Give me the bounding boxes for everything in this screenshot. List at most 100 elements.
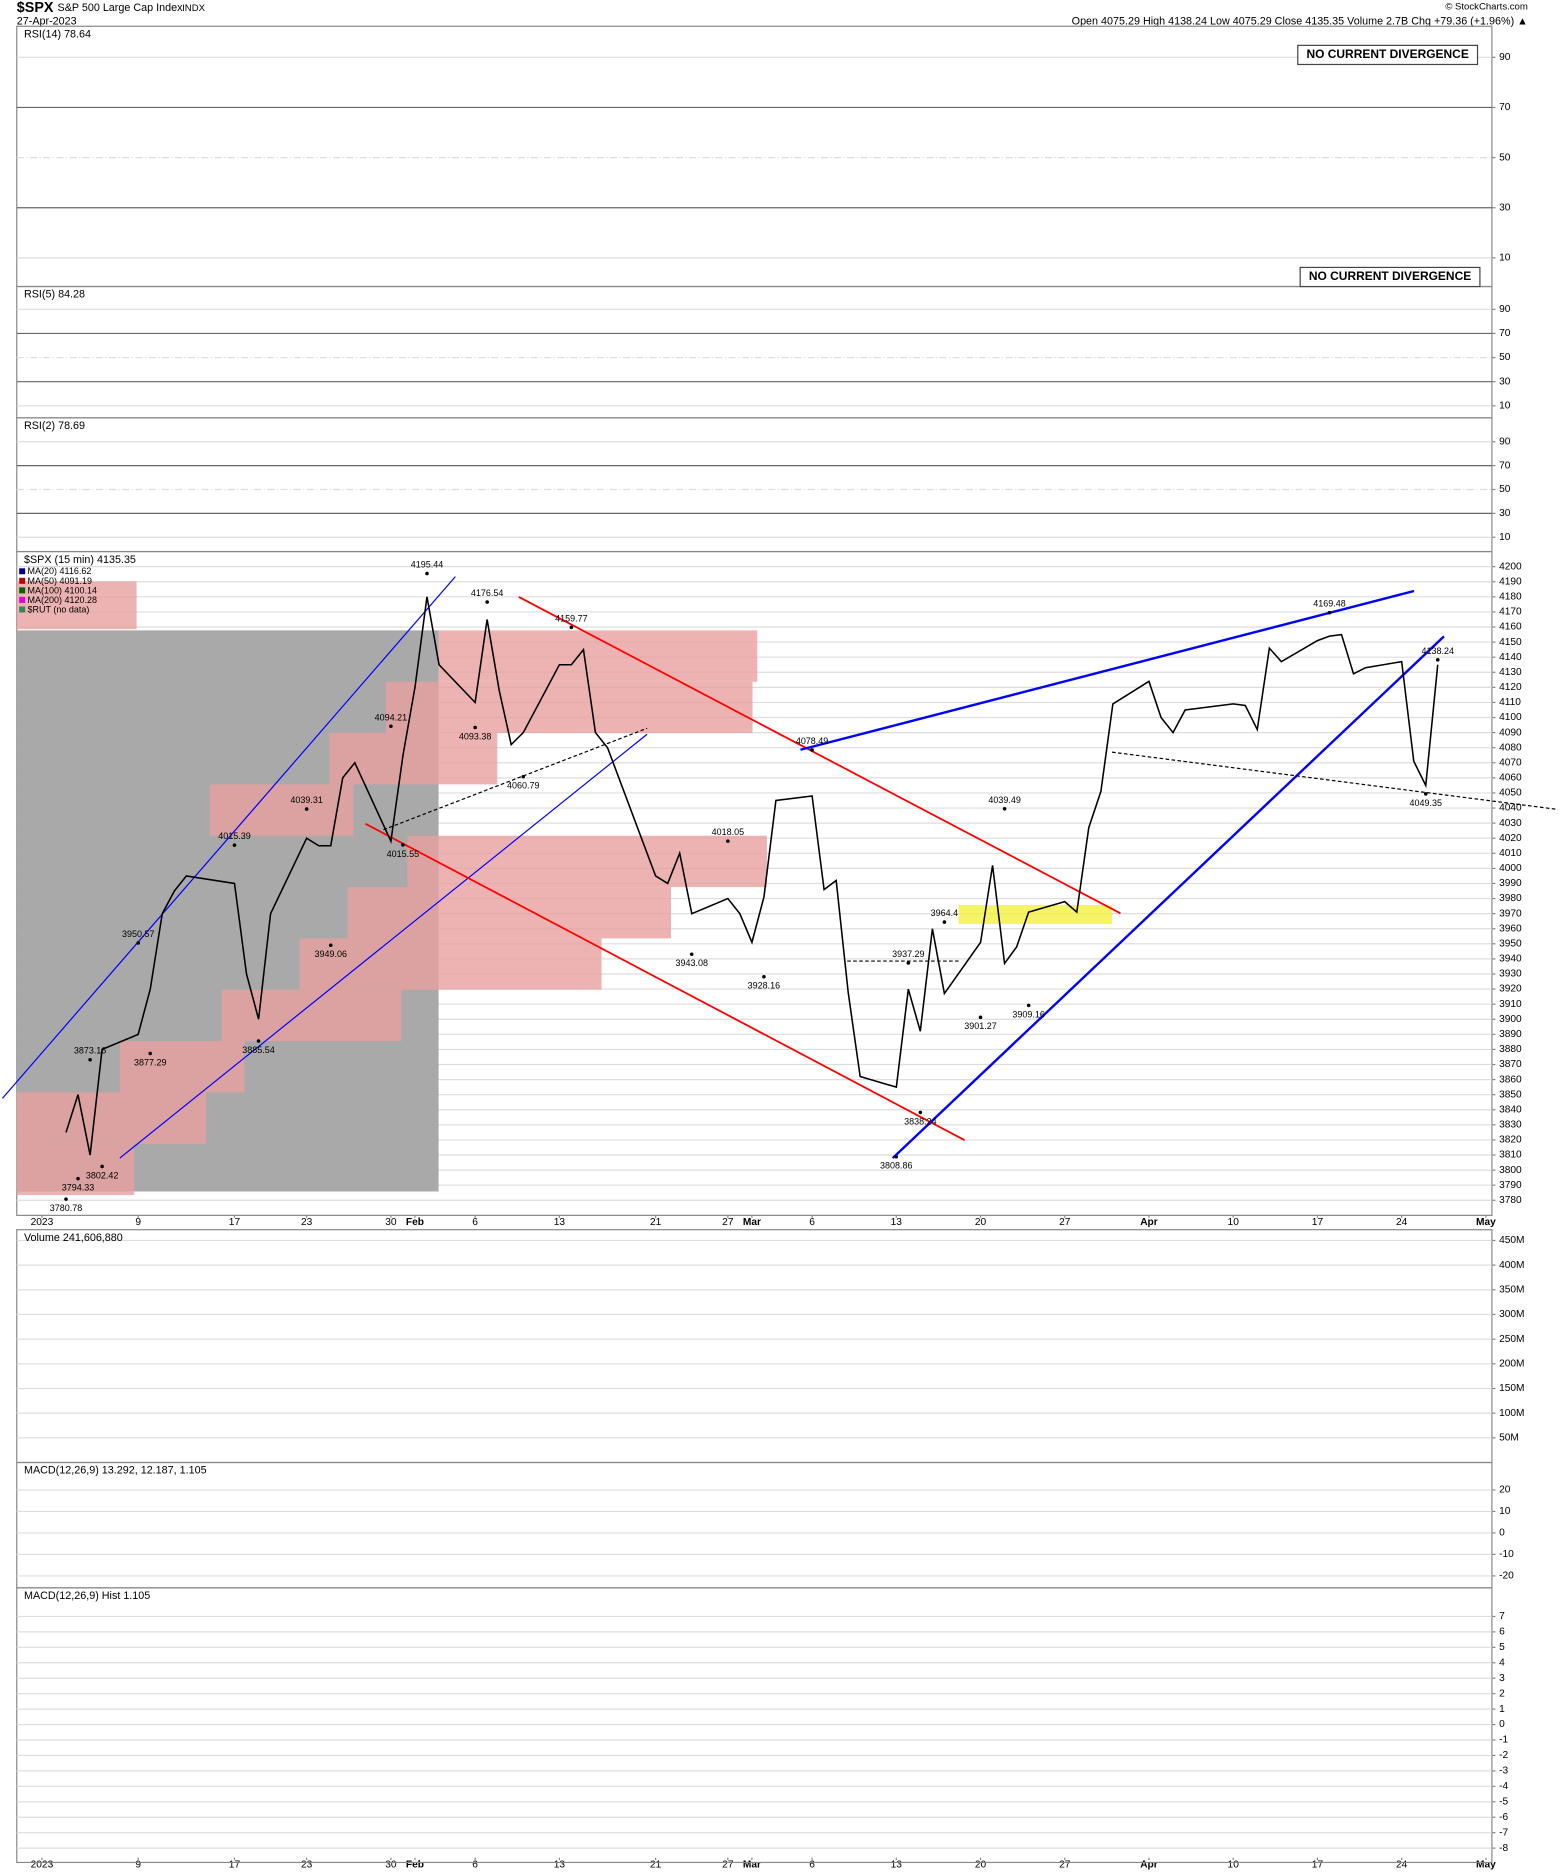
x-tick-label: Apr xyxy=(1140,1860,1158,1871)
y-tick-label: 3860 xyxy=(1499,1074,1522,1085)
pivot-point xyxy=(1026,1003,1031,1008)
y-tick-label: 3950 xyxy=(1499,939,1522,950)
y-tick-label: 4060 xyxy=(1499,773,1522,784)
price-annotation: 3780.78 xyxy=(50,1203,82,1213)
panel-frame xyxy=(16,1461,1493,1589)
y-tick-label: 50 xyxy=(1499,352,1511,363)
x-tick-label: 21 xyxy=(650,1860,662,1871)
panel-frame xyxy=(16,25,1493,288)
y-tick-label: 3840 xyxy=(1499,1104,1522,1115)
pivot-point xyxy=(389,724,393,729)
pivot-point xyxy=(906,961,911,965)
panel-title: RSI(14) 78.64 xyxy=(24,28,91,40)
symbol: $SPX xyxy=(17,0,54,16)
panel-title: MACD(12,26,9) 13.292, 12.187, 1.105 xyxy=(24,1465,207,1477)
y-tick-label: 70 xyxy=(1499,460,1511,471)
panel-title: $SPX (15 min) 4135.35 xyxy=(24,554,136,566)
y-tick-label: 150M xyxy=(1499,1383,1524,1394)
y-tick-label: 70 xyxy=(1499,102,1511,113)
price-annotation: 3943.08 xyxy=(675,958,707,968)
pivot-point xyxy=(473,725,477,730)
x-tick-label: Feb xyxy=(406,1217,424,1228)
x-tick-label: 13 xyxy=(554,1860,566,1871)
price-annotation: 4060.79 xyxy=(507,781,539,791)
volume-profile-bar xyxy=(407,835,767,888)
price-annotation: 4176.54 xyxy=(471,588,503,598)
y-tick-label: 4140 xyxy=(1499,652,1522,663)
y-tick-label: 4080 xyxy=(1499,742,1522,753)
note: NO CURRENT DIVERGENCE xyxy=(1306,47,1468,61)
y-tick-label: 4030 xyxy=(1499,818,1522,829)
x-tick-label: 27 xyxy=(722,1217,734,1228)
volume-profile-bar xyxy=(119,1041,245,1093)
price-annotation: 4159.77 xyxy=(555,613,587,623)
y-tick-label: 30 xyxy=(1499,508,1511,519)
y-tick-label: 4130 xyxy=(1499,667,1522,678)
legend-swatch xyxy=(19,596,26,603)
price-annotation: 3808.86 xyxy=(880,1161,912,1171)
y-tick-label: 3910 xyxy=(1499,999,1522,1010)
pivot-point xyxy=(689,952,694,957)
price-annotation: 4039.31 xyxy=(290,795,322,805)
pivot-point xyxy=(64,1197,68,1201)
trend-line xyxy=(518,596,1121,915)
price-annotation: 3949.06 xyxy=(314,949,346,959)
pivot-point xyxy=(136,941,141,945)
y-tick-label: 3850 xyxy=(1499,1089,1522,1100)
x-tick-label: 24 xyxy=(1396,1860,1408,1871)
pivot-point xyxy=(942,920,947,924)
x-tick-label: 9 xyxy=(135,1217,141,1228)
price-annotation: 3901.27 xyxy=(964,1021,996,1031)
y-tick-label: 10 xyxy=(1499,400,1511,411)
panel-title: MACD(12,26,9) Hist 1.105 xyxy=(24,1590,150,1602)
y-tick-label: 7 xyxy=(1499,1611,1505,1622)
panel-frame xyxy=(16,285,1493,419)
y-tick-label: 4120 xyxy=(1499,682,1522,693)
pivot-point xyxy=(918,1110,923,1115)
y-tick-label: -2 xyxy=(1499,1750,1508,1761)
y-tick-label: 4000 xyxy=(1499,863,1522,874)
pivot-point xyxy=(1435,658,1440,662)
y-tick-label: 20 xyxy=(1499,1485,1511,1496)
y-tick-label: 3 xyxy=(1499,1673,1505,1684)
x-tick-label: May xyxy=(1476,1860,1496,1871)
y-tick-label: 3870 xyxy=(1499,1059,1522,1070)
x-tick-label: 21 xyxy=(650,1217,662,1228)
price-annotation: 3937.29 xyxy=(892,949,924,959)
y-tick-label: 70 xyxy=(1499,328,1511,339)
y-tick-label: 100M xyxy=(1499,1408,1524,1419)
y-tick-label: 200M xyxy=(1499,1359,1524,1370)
y-tick-label: 450M xyxy=(1499,1235,1524,1246)
y-tick-label: 4050 xyxy=(1499,788,1522,799)
y-tick-label: 50 xyxy=(1499,484,1511,495)
y-tick-label: 50M xyxy=(1499,1433,1519,1444)
price-annotation: 3909.16 xyxy=(1012,1009,1044,1019)
price-annotation: 4138.24 xyxy=(1422,646,1454,656)
price-annotation: 4015.39 xyxy=(218,831,250,841)
x-tick-label: 30 xyxy=(385,1860,397,1871)
y-tick-label: 10 xyxy=(1499,253,1511,264)
y-tick-label: 10 xyxy=(1499,1506,1511,1517)
price-annotation: 4094.21 xyxy=(375,712,407,722)
volume-profile-bar xyxy=(299,938,602,990)
price-annotation: 3950.57 xyxy=(122,929,154,939)
y-tick-label: 4170 xyxy=(1499,607,1522,618)
y-tick-label: 10 xyxy=(1499,532,1511,543)
y-tick-label: 3900 xyxy=(1499,1014,1522,1025)
x-tick-label: 30 xyxy=(385,1217,397,1228)
trend-line xyxy=(1,576,456,1099)
x-tick-label: 10 xyxy=(1228,1217,1240,1228)
pivot-point xyxy=(256,1039,261,1043)
y-tick-label: 3960 xyxy=(1499,923,1522,934)
pivot-point xyxy=(726,839,730,843)
legend-entry: MA(20) 4116.62 xyxy=(28,566,92,576)
x-tick-label: 13 xyxy=(554,1217,566,1228)
y-tick-label: 6 xyxy=(1499,1627,1505,1638)
y-tick-label: -5 xyxy=(1499,1796,1508,1807)
pivot-point xyxy=(978,1015,983,1020)
note: NO CURRENT DIVERGENCE xyxy=(1309,269,1471,283)
volume-profile-bar xyxy=(16,581,137,630)
volume-profile-bar xyxy=(221,989,402,1042)
y-tick-label: 4110 xyxy=(1499,697,1521,708)
pivot-point xyxy=(1423,792,1428,796)
